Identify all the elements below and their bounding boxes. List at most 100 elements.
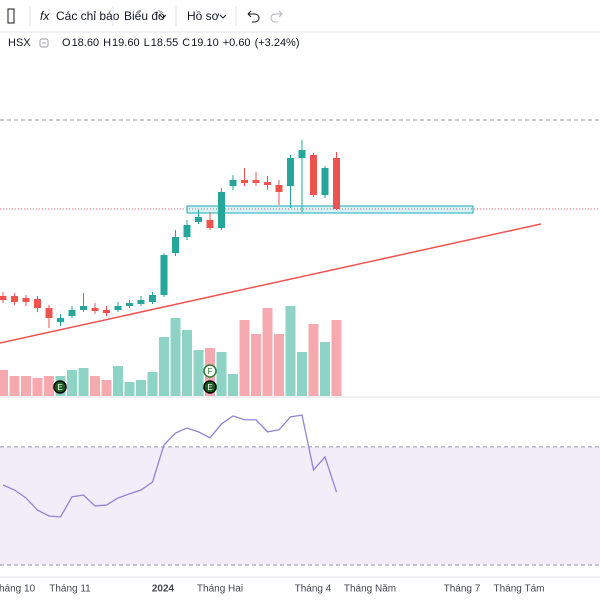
fx-icon[interactable]: fx: [40, 9, 50, 23]
x-tick-label: Tháng Tám: [494, 584, 545, 595]
volume-bar: [44, 376, 54, 396]
candle-body: [57, 318, 64, 322]
event-label: E: [207, 383, 212, 392]
volume-bar: [21, 376, 31, 396]
candle-body: [91, 308, 99, 311]
x-tick-label: Tháng Năm: [344, 584, 396, 595]
trend-line: [0, 223, 542, 344]
legend-value: 18.60: [72, 37, 100, 49]
candle-body: [114, 306, 122, 310]
volume-bar: [9, 376, 20, 396]
legend-change-pct: (+3.24%): [255, 37, 300, 49]
candle-body: [172, 237, 179, 253]
volume-bar: [170, 318, 181, 396]
x-tick-label: Tháng 10: [0, 584, 36, 595]
ohlc-legend: O 18.60 H 19.60 L 18.55 C 19.10 +0.60 (+3.24%): [62, 37, 300, 49]
volume-bar: [262, 308, 273, 396]
redo-button[interactable]: [270, 10, 283, 23]
volume-bar: [331, 320, 342, 396]
candle-body: [241, 180, 248, 183]
volume-bar: [193, 350, 204, 396]
volume-bar: [113, 366, 123, 396]
candle-body: [11, 296, 18, 302]
volume-bar: [274, 334, 284, 396]
indicators-button[interactable]: Các chỉ báo: [56, 9, 120, 23]
candle-body: [45, 308, 53, 318]
volume-bar: [101, 380, 112, 396]
event-marker: [53, 380, 67, 394]
x-tick-label: Tháng 4: [295, 584, 332, 595]
event-label: E: [57, 383, 62, 392]
volume-bar: [32, 378, 43, 396]
candle-body: [22, 298, 30, 302]
dropdown-icon[interactable]: [219, 14, 227, 19]
event-label: F: [208, 367, 213, 376]
candle-body: [34, 299, 41, 308]
volume-bar: [78, 368, 89, 396]
candle-body: [160, 255, 168, 295]
volume-bar: [90, 376, 100, 396]
legend-change: +0.60: [223, 37, 251, 49]
undo-button[interactable]: [247, 10, 260, 23]
candle-body: [126, 303, 133, 306]
candle-body: [321, 168, 329, 195]
legend-key: H: [103, 37, 111, 49]
chart-button[interactable]: Biểu đồ: [124, 9, 165, 23]
x-tick-label: Tháng Hai: [197, 584, 243, 595]
x-tick-label: Tháng 7: [444, 584, 481, 595]
volume-bar: [216, 352, 227, 396]
legend-key: C: [182, 37, 190, 49]
volume-bar: [297, 352, 307, 396]
volume-bar: [308, 324, 319, 396]
rsi-line: [2, 414, 338, 518]
volume-bar: [147, 372, 158, 396]
volume-bar: [67, 370, 77, 396]
volume-bar: [0, 370, 8, 396]
candle-body: [103, 310, 110, 313]
candle-body: [252, 180, 260, 183]
candle-body: [287, 158, 294, 186]
event-marker: [203, 364, 217, 378]
toolbar: [0, 0, 600, 32]
candle-body: [137, 300, 145, 304]
candle-body: [183, 225, 191, 237]
volume-bar: [239, 320, 250, 396]
candle-body: [264, 182, 271, 185]
volume-bar: [251, 334, 261, 396]
volume-bar: [159, 337, 169, 396]
x-tick-label: Tháng 11: [49, 584, 91, 595]
legend-value: 18.55: [151, 37, 179, 49]
candle-body: [80, 306, 87, 310]
support-zone: [186, 205, 474, 214]
legend-value: 19.60: [112, 37, 140, 49]
event-marker: [203, 380, 217, 394]
dropdown-icon[interactable]: [159, 14, 167, 19]
candle-body: [218, 192, 225, 228]
x-tick-label: 2024: [152, 584, 175, 595]
candle-body: [229, 180, 237, 186]
profile-button[interactable]: Hồ sơ: [187, 9, 220, 23]
candle-body: [333, 158, 340, 209]
legend-key: L: [144, 37, 150, 49]
candle-body: [275, 185, 283, 192]
candle-icon[interactable]: [7, 8, 15, 24]
volume-bar: [285, 306, 296, 396]
candle-body: [149, 295, 156, 302]
legend-value: 19.10: [191, 37, 219, 49]
candle-body: [0, 296, 7, 300]
volume-bar: [136, 380, 146, 396]
legend-key: O: [62, 37, 71, 49]
candle-body: [68, 310, 76, 316]
candle-body: [298, 150, 306, 158]
volume-bar: [228, 374, 238, 396]
candle-body: [195, 217, 202, 222]
exchange-label: HSX: [8, 37, 31, 49]
volume-bar: [320, 342, 330, 396]
candle-body: [206, 220, 214, 228]
volume-bar: [124, 382, 135, 396]
candle-body: [310, 155, 317, 195]
volume-bar: [182, 330, 192, 396]
rsi-band: [0, 446, 600, 565]
